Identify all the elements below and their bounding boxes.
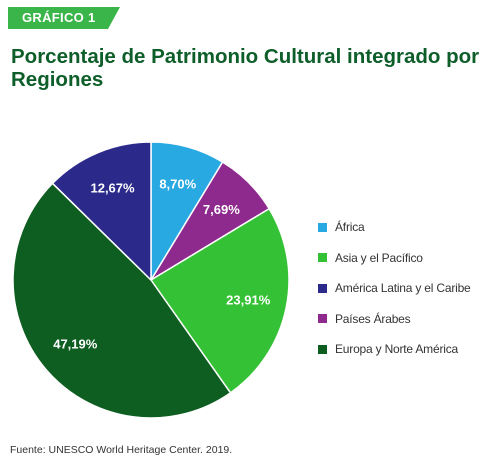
legend-label: Asia y el Pacífico bbox=[335, 250, 423, 265]
slice-value-label: 47,19% bbox=[53, 336, 98, 351]
legend-item: Países Árabes bbox=[318, 304, 471, 335]
pie-slice bbox=[12, 182, 232, 419]
slice-value-label: 12,67% bbox=[90, 180, 135, 195]
legend-label: Países Árabes bbox=[335, 311, 411, 326]
legend-item: Europa y Norte América bbox=[318, 334, 471, 365]
chart-legend: África Asia y el Pacífico América Latina y… bbox=[318, 212, 471, 365]
slice-value-label: 8,70% bbox=[159, 176, 196, 191]
chart-title: Porcentaje de Patrimonio Cultural integr… bbox=[11, 45, 480, 91]
source-note: Fuente: UNESCO World Heritage Center. 20… bbox=[10, 444, 233, 456]
badge-label: GRÁFICO 1 bbox=[22, 10, 96, 25]
badge-background bbox=[8, 7, 120, 29]
legend-label: África bbox=[335, 220, 365, 235]
legend-swatch bbox=[318, 314, 327, 324]
legend-label: Europa y Norte América bbox=[335, 342, 458, 357]
pie-chart: 8,70% 7,69% 23,91% 47,19% 12,67% bbox=[12, 141, 290, 419]
legend-swatch bbox=[318, 253, 327, 263]
legend-item: Asia y el Pacífico bbox=[318, 243, 471, 274]
legend-swatch bbox=[318, 283, 327, 293]
chart-number-badge: GRÁFICO 1 bbox=[8, 7, 120, 29]
slice-value-label: 7,69% bbox=[203, 202, 240, 217]
legend-swatch bbox=[318, 222, 327, 232]
slice-value-label: 23,91% bbox=[226, 292, 271, 307]
pie-slice bbox=[149, 207, 290, 394]
legend-swatch bbox=[318, 344, 327, 354]
pie-slice bbox=[51, 141, 152, 282]
legend-label: América Latina y el Caribe bbox=[335, 281, 471, 296]
legend-item: África bbox=[318, 212, 471, 243]
legend-item: América Latina y el Caribe bbox=[318, 273, 471, 304]
